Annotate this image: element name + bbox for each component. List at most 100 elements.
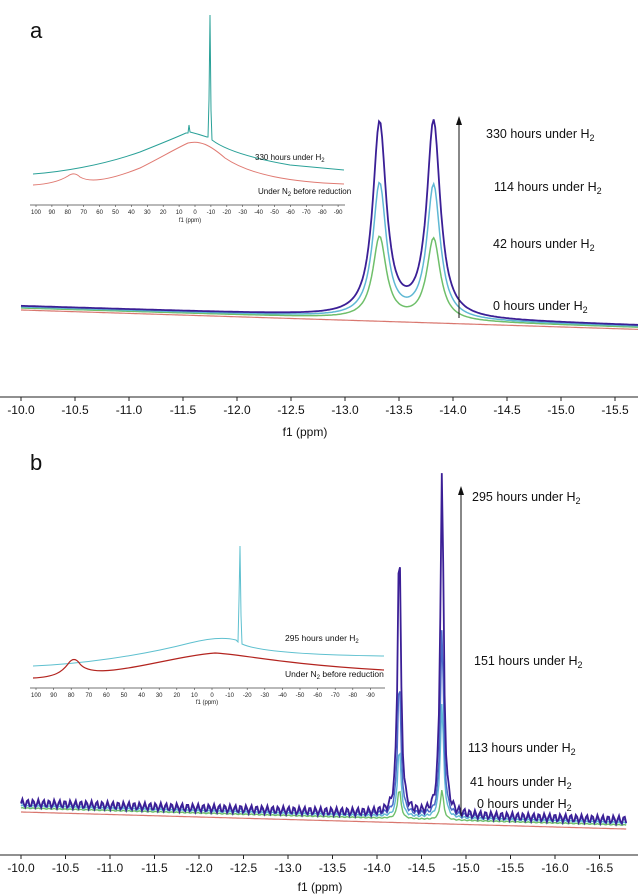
panel-a-x-tick-label: -11.0 (116, 403, 143, 417)
panel-a-trace-330-hours-under-h2 (20, 119, 638, 326)
panel-a-annotation-114h: 114 hours under H2 (494, 180, 602, 196)
panel-b-inset: 100 90 80 70 60 50 40 30 20 10 0 -10 -20 -30 -40 -50 -60… (30, 545, 385, 706)
panel-a-inset-x-tick-label: -70 (302, 210, 311, 216)
panel-b-inset-xlabel: f1 (ppm) (196, 700, 218, 706)
panel-b-inset-x-tick-label: 20 (173, 693, 180, 699)
panel-a-annotation-330h: 330 hours under H2 (486, 127, 595, 143)
panel-a-x-tick-label: -13.0 (331, 403, 359, 417)
panel-a-x-tick-label: -13.5 (385, 403, 413, 417)
panel-b-xlabel: f1 (ppm) (298, 880, 343, 894)
panel-b-inset-x-tick-label: 100 (31, 693, 42, 699)
panel-b-x-tick-label: -12.0 (185, 861, 213, 875)
panel-b-inset-x-tick-label: -20 (243, 693, 252, 699)
panel-a-inset-x-tick-label: -40 (254, 210, 263, 216)
panel-a-inset-x-tick-label: 20 (160, 210, 167, 216)
panel-a-x-tick-label: -12.0 (223, 403, 251, 417)
panel-b-inset-x-tick-label: -40 (278, 693, 287, 699)
panel-a-inset-x-tick-label: -10 (207, 210, 216, 216)
panel-b-x-tick-label: -14.5 (408, 861, 436, 875)
panel-b-inset-x-tick-label: -10 (225, 693, 234, 699)
panel-b-annotation-0h: 0 hours under H2 (477, 797, 572, 813)
panel-a-x-tick-label: -15.0 (547, 403, 575, 417)
panel-b-x-tick-label: -13.5 (319, 861, 347, 875)
panel-a-annotation-0h: 0 hours under H2 (493, 299, 588, 315)
panel-a-inset-x-tick-label: -60 (286, 210, 295, 216)
panel-a-inset-x-tick-label: 40 (128, 210, 135, 216)
panel-a-x-tick-label: -10.0 (7, 403, 35, 417)
panel-a-inset-xlabel: f1 (ppm) (179, 218, 201, 224)
panel-a-inset-x-tick-label: 90 (49, 210, 56, 216)
panel-b-inset-trace-n2 (32, 652, 385, 679)
panel-b-x-tick-label: -16.0 (541, 861, 569, 875)
panel-b-inset-x-tick-label: 10 (191, 693, 198, 699)
panel-b-inset-x-tick-label: 60 (103, 693, 110, 699)
panel-a-inset: 100 90 80 70 60 50 40 30 20 10 0 -10 -20 -30 -40 -50 -60… (30, 14, 351, 224)
panel-b-inset-x-tick-label: -60 (313, 693, 322, 699)
panel-b-x-tick-label: -14.0 (363, 861, 391, 875)
panel-a-inset-x-tick-label: -20 (222, 210, 231, 216)
panel-b-inset-x-tick-label: -30 (260, 693, 269, 699)
panel-a-x-tick-label: -11.5 (170, 403, 197, 417)
panel-b-inset-label-top: 295 hours under H2 (285, 633, 359, 645)
panel-b: b 100 90 80 70 60 50 40 30 20 10 0 -10 -20 -30 -40 -50-… (0, 450, 638, 894)
panel-a-x-tick-label: -12.5 (277, 403, 305, 417)
panel-b-x-tick-label: -16.5 (586, 861, 614, 875)
panel-a-inset-x-tick-label: -90 (334, 210, 343, 216)
panel-b-inset-x-tick-label: 50 (121, 693, 128, 699)
panel-a-inset-x-tick-label: 80 (64, 210, 71, 216)
panel-b-x-tick-label: -10.0 (7, 861, 35, 875)
panel-a-inset-label-bottom: Under N2 before reduction (258, 187, 351, 198)
panel-a-time-arrow (456, 116, 462, 318)
panel-a-trace-114-hours-under-h2 (21, 181, 638, 327)
panel-a-inset-x-tick-label: -80 (318, 210, 327, 216)
panel-b-inset-x-tick-label: 70 (85, 693, 92, 699)
panel-a-trace-0-hours-under-h2 (21, 309, 638, 330)
panel-b-x-tick-label: -11.0 (97, 861, 124, 875)
panel-a-letter: a (30, 18, 43, 43)
panel-a-inset-x-tick-label: 0 (193, 210, 197, 216)
panel-b-spectra (20, 473, 628, 830)
panel-a-inset-x-tick-label: -30 (238, 210, 247, 216)
panel-b-inset-x-tick-label: -90 (366, 693, 375, 699)
panel-a-x-tick-label: -14.0 (439, 403, 467, 417)
panel-a-x-tick-label: -15.5 (601, 403, 629, 417)
panel-b-x-tick-label: -11.5 (141, 861, 168, 875)
panel-b-inset-x-tick-label: -50 (296, 693, 305, 699)
panel-b-annotation-113h: 113 hours under H2 (468, 741, 576, 757)
panel-b-annotation-41h: 41 hours under H2 (470, 775, 572, 791)
panel-a-inset-trace-n2 (32, 141, 345, 186)
panel-b-trace-0-hours-under-h2 (21, 811, 627, 830)
panel-b-inset-x-tick-label: -80 (348, 693, 357, 699)
panel-b-trace-295-hours-under-h2 (20, 473, 628, 827)
panel-b-inset-x-tick-label: 40 (138, 693, 145, 699)
panel-a-inset-label-top: 330 hours under H2 (255, 153, 325, 164)
panel-a-x-tick-label: -10.5 (61, 403, 89, 417)
panel-b-annotation-151h: 151 hours under H2 (474, 654, 583, 670)
panel-a-x-tick-label: -14.5 (493, 403, 521, 417)
panel-a-inset-x-tick-label: 50 (112, 210, 119, 216)
panel-b-inset-x-tick-label: 80 (68, 693, 75, 699)
panel-b-inset-x-tick-label: 0 (210, 693, 214, 699)
panel-b-time-arrow (458, 486, 464, 816)
panel-a-inset-x-tick-label: -50 (270, 210, 279, 216)
panel-a-trace-42-hours-under-h2 (20, 235, 638, 328)
panel-b-x-tick-label: -12.5 (230, 861, 258, 875)
panel-b-inset-x-tick-label: 90 (50, 693, 57, 699)
panel-b-inset-x-tick-label: 30 (156, 693, 163, 699)
panel-a-inset-x-tick-label: 10 (176, 210, 183, 216)
panel-a-x-axis: -10.0 -10.5 -11.0 -11.5 -12.0 -12.5 -13.0 -13.5… (0, 396, 638, 439)
panel-b-letter: b (30, 450, 42, 475)
panel-b-x-tick-label: -13.0 (274, 861, 302, 875)
panel-b-x-tick-label: -15.5 (497, 861, 525, 875)
panel-a-inset-x-tick-label: 60 (96, 210, 103, 216)
panel-b-inset-x-tick-label: -70 (331, 693, 340, 699)
panel-b-x-tick-label: -15.0 (452, 861, 480, 875)
panel-a-inset-x-tick-label: 30 (144, 210, 151, 216)
panel-a-xlabel: f1 (ppm) (283, 425, 328, 439)
panel-a-inset-trace-330h (32, 14, 345, 175)
panel-a: a 100 90 80 70 60 50 40 30 20 10 0 -10 -20 -30 -40 -50-… (0, 14, 638, 439)
panel-a-spectra (20, 119, 638, 330)
panel-a-inset-x-tick-label: 100 (31, 210, 42, 216)
panel-b-x-axis: -10.0 -10.5 -11.0 -11.5 -12.0 -12.5 -13.0 -13.5… (0, 854, 638, 894)
panel-a-inset-x-tick-label: 70 (80, 210, 87, 216)
